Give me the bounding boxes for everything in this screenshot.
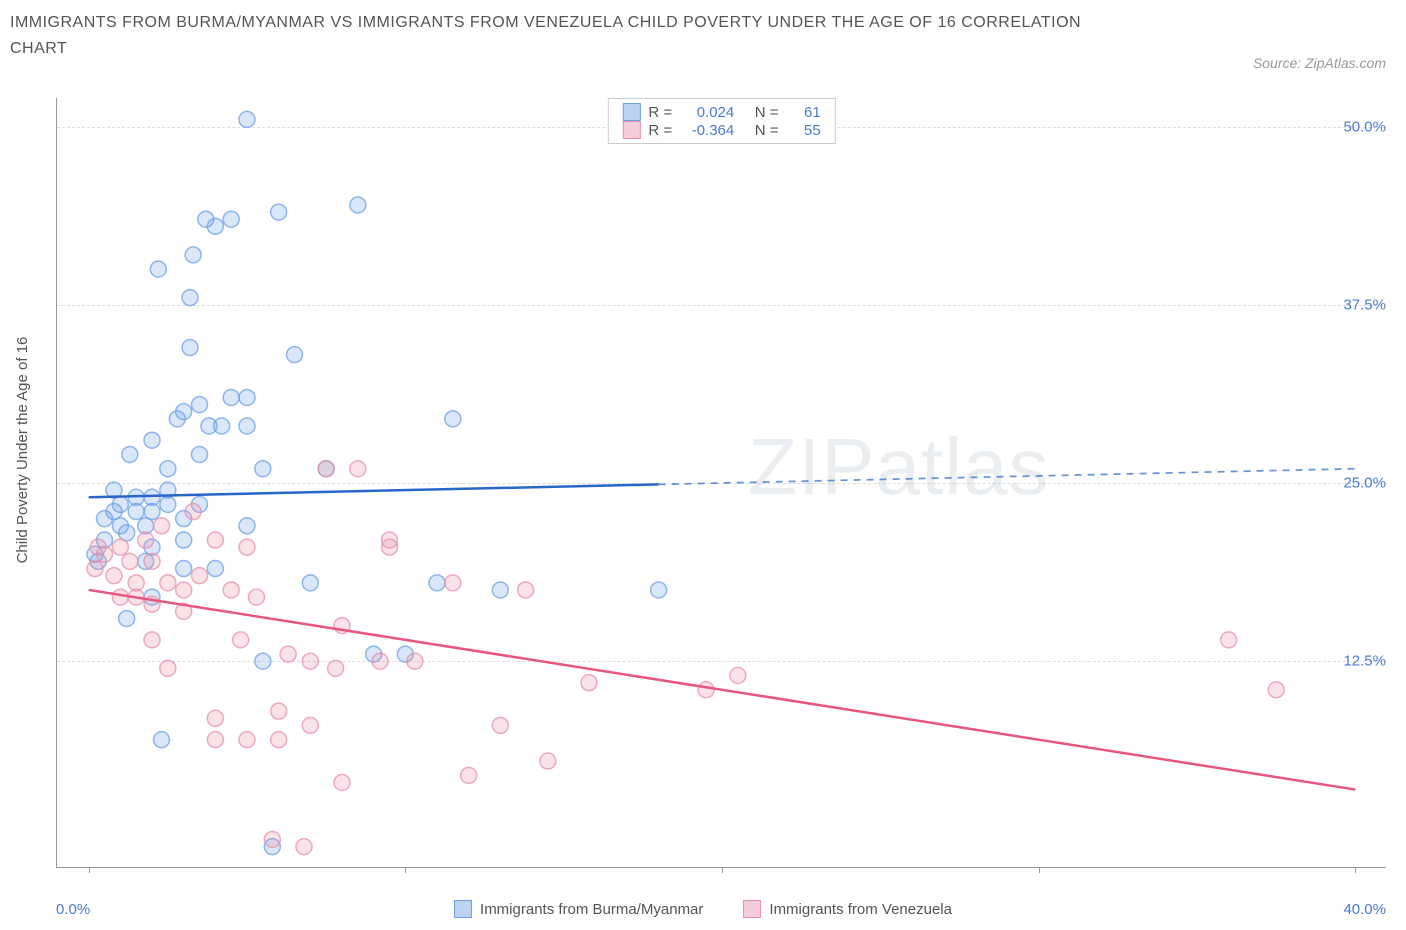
bottom-swatch-pink: [743, 900, 761, 918]
bottom-label-2: Immigrants from Venezuela: [769, 901, 952, 918]
bottom-swatch-blue: [454, 900, 472, 918]
legend-r-label: R =: [648, 104, 676, 121]
plot-area: R = 0.024 N = 61 R = -0.364 N = 55 ZIPat…: [56, 98, 1386, 868]
legend-r-value-2: -0.364: [684, 122, 734, 139]
legend-n-value-2: 55: [791, 122, 821, 139]
legend-row-burma: R = 0.024 N = 61: [622, 103, 820, 121]
correlation-chart: IMMIGRANTS FROM BURMA/MYANMAR VS IMMIGRA…: [10, 10, 1396, 920]
legend-r-value-1: 0.024: [684, 104, 734, 121]
bottom-legend: Immigrants from Burma/Myanmar Immigrants…: [454, 900, 952, 918]
bottom-legend-venezuela: Immigrants from Venezuela: [743, 900, 952, 918]
bottom-legend-burma: Immigrants from Burma/Myanmar: [454, 900, 703, 918]
chart-title: IMMIGRANTS FROM BURMA/MYANMAR VS IMMIGRA…: [10, 10, 1110, 61]
legend-n-label: N =: [742, 104, 782, 121]
y-axis-label: Child Poverty Under the Age of 16: [14, 337, 31, 564]
legend-swatch-blue: [622, 103, 640, 121]
x-tick-40: 40.0%: [1343, 901, 1386, 918]
legend-row-venezuela: R = -0.364 N = 55: [622, 121, 820, 139]
source-label: Source: ZipAtlas.com: [1253, 55, 1386, 71]
bottom-label-1: Immigrants from Burma/Myanmar: [480, 901, 703, 918]
legend-r-label: R =: [648, 122, 676, 139]
legend-n-value-1: 61: [791, 104, 821, 121]
legend-n-label: N =: [742, 122, 782, 139]
scatter-svg: [57, 98, 1386, 867]
x-tick-0: 0.0%: [56, 901, 90, 918]
correlation-legend: R = 0.024 N = 61 R = -0.364 N = 55: [607, 98, 835, 144]
legend-swatch-pink: [622, 121, 640, 139]
